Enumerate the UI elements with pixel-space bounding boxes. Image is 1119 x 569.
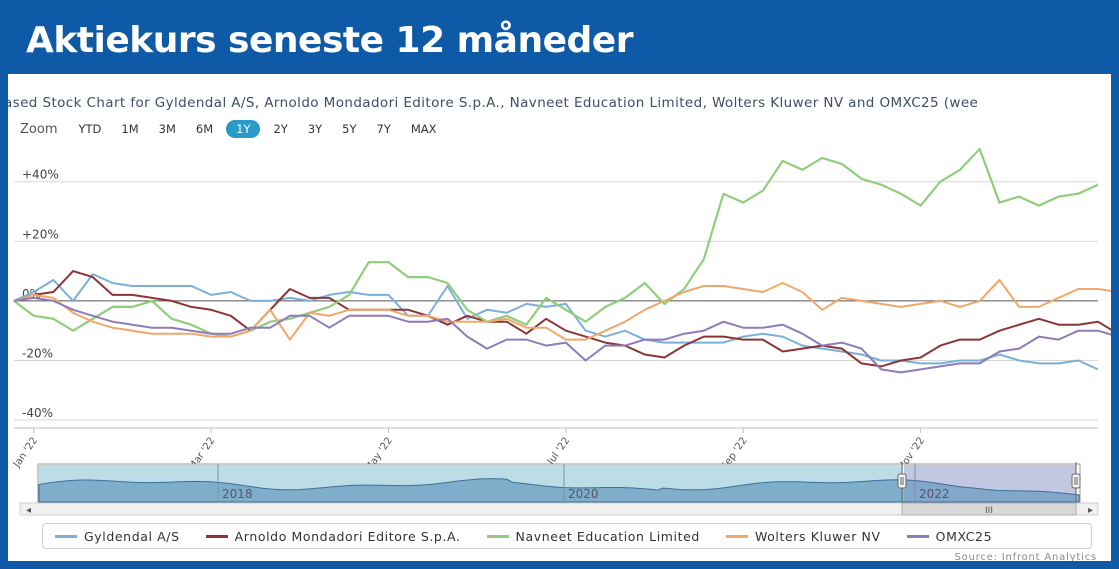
zoom-button-ytd[interactable]: YTD — [78, 122, 102, 136]
header-banner: Aktiekurs seneste 12 måneder — [8, 6, 1111, 74]
stock-chart-svg: +40%+20%0%-20%-40%Jan '22 Mar '22 May '22 J… — [11, 147, 1111, 516]
navigator-area — [38, 478, 1080, 503]
chart-credits: Source: Infront Analytics — [954, 552, 1097, 561]
legend-label-gyldendal: Gyldendal A/S — [84, 528, 180, 544]
zoom-button-6m[interactable]: 6M — [195, 122, 214, 136]
zoom-label: Zoom — [20, 121, 58, 137]
page-title: Aktiekurs seneste 12 måneder — [26, 20, 633, 61]
navigator-year-label: 2022 — [919, 487, 950, 501]
legend-swatch-omxc25 — [906, 534, 929, 538]
y-tick-label: -20% — [22, 346, 53, 360]
chart-panel: +40% +20% 0% -20% -40% Jan '22 Mar '22 May '22 J… — [8, 74, 1111, 561]
legend-label-wolters: Wolters Kluwer NV — [754, 528, 881, 544]
y-tick-label: -40% — [22, 406, 53, 420]
legend-label-mondadori: Arnoldo Mondadori Editore S.p.A. — [234, 528, 461, 544]
legend-swatch-mondadori — [205, 534, 228, 538]
navigator-handle-right-grip — [1071, 473, 1081, 489]
legend-label-navneet: Navneet Education Limited — [515, 528, 700, 544]
scrollbar-grip: III — [985, 506, 993, 516]
legend-item-navneet[interactable]: Navneet Education Limited — [486, 528, 700, 544]
series-line-omxc25 — [13, 296, 1111, 374]
zoom-button-max[interactable]: MAX — [410, 122, 437, 136]
scrollbar-thumb[interactable] — [901, 502, 1077, 516]
navigator-handle-left-grip — [897, 473, 907, 489]
zoom-bar: Zoom YTD 1M 3M 6M 1Y 2Y 3Y 5Y 7Y MAX — [20, 118, 450, 140]
legend-item-omxc25[interactable]: OMXC25 — [906, 528, 993, 544]
legend-item-gyldendal[interactable]: Gyldendal A/S — [55, 529, 180, 544]
x-tick-label: Jan '22 — [11, 435, 40, 470]
zoom-button-3y[interactable]: 3Y — [307, 122, 323, 136]
navigator-year-label: 2018 — [222, 487, 253, 501]
x-tick-label: Jul '22 — [545, 435, 572, 467]
chart-title: ased Stock Chart for Gyldendal A/S, Arno… — [8, 95, 979, 111]
series-line-gyldendal-a-s — [13, 273, 1099, 371]
zoom-button-5y[interactable]: 5Y — [342, 122, 357, 136]
y-tick-label: +20% — [22, 227, 59, 241]
zoom-button-1m[interactable]: 1M — [121, 122, 139, 136]
chart-legend: Gyldendal A/S Arnoldo Mondadori Editore … — [42, 523, 1092, 549]
navigator-year-label: 2020 — [568, 487, 599, 501]
y-tick-label: +40% — [22, 168, 59, 182]
legend-swatch-gyldendal — [55, 534, 77, 538]
series-line-arnoldo-mondadori-editore-s-p-a- — [13, 270, 1111, 368]
legend-item-mondadori[interactable]: Arnoldo Mondadori Editore S.p.A. — [205, 528, 461, 544]
navigator-handle-right[interactable] — [1071, 462, 1081, 502]
series-line-wolters-kluwer-nv — [13, 279, 1111, 341]
scrollbar-track — [19, 502, 1099, 516]
scroll-left-arrow-icon[interactable]: ◂ — [26, 505, 31, 516]
legend-item-wolters[interactable]: Wolters Kluwer NV — [725, 528, 881, 544]
legend-swatch-wolters — [725, 534, 748, 538]
scroll-right-arrow-icon[interactable]: ▸ — [1088, 505, 1093, 516]
zoom-button-3m[interactable]: 3M — [158, 122, 176, 136]
series-line-navneet-education-limited — [13, 147, 1099, 338]
legend-swatch-navneet — [486, 534, 509, 538]
zoom-button-1y[interactable]: 1Y — [226, 120, 261, 138]
zoom-button-2y[interactable]: 2Y — [273, 122, 288, 136]
legend-label-omxc25: OMXC25 — [935, 528, 993, 544]
zoom-button-7y[interactable]: 7Y — [376, 122, 391, 136]
navigator-handle-left[interactable] — [897, 462, 907, 502]
